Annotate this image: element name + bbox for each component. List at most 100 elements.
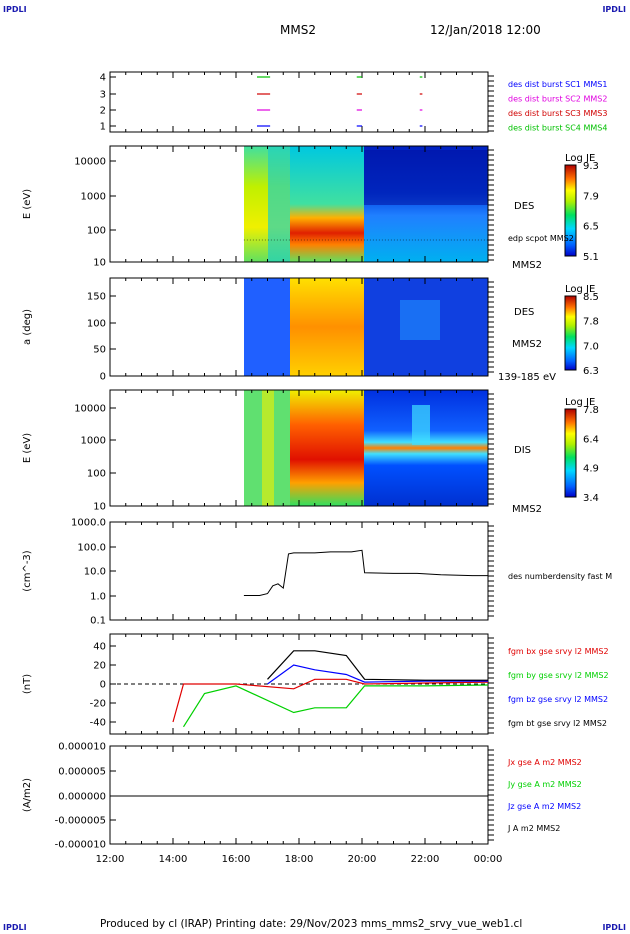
panel-frame <box>109 521 489 621</box>
availability-tick-label: 3 <box>100 90 106 101</box>
des-energy-instrument: DES <box>514 201 534 212</box>
availability-legend-4: des dist burst SC4 MMS4 <box>508 124 607 133</box>
des-pitch-ylabel: a (deg) <box>22 309 33 345</box>
current-density-tick-label: -0.000005 <box>55 816 106 827</box>
current-density-ylabel: (A/m2) <box>22 778 33 812</box>
des-pitch-colorbar-tick: 7.8 <box>583 317 599 328</box>
dis-energy-instrument: DIS <box>514 445 531 456</box>
magnetic-field-tick-label: 0 <box>100 680 106 691</box>
availability-tick-label: 2 <box>100 106 106 117</box>
des-pitch-energy-range: 139-185 eV <box>498 372 556 383</box>
x-tick-label: 18:00 <box>285 854 314 865</box>
des-energy-colorbar-title: Log JE <box>565 153 595 164</box>
magnetic-field-tick-label: -20 <box>90 699 106 710</box>
dis-energy-ylabel: E (eV) <box>22 433 33 463</box>
dis-energy-spectrogram <box>244 390 488 506</box>
availability-tick-label: 1 <box>100 122 106 133</box>
x-tick-label: 20:00 <box>348 854 377 865</box>
magnetic-field-tick-label: 20 <box>93 661 106 672</box>
dis-energy-tick-label: 1000 <box>81 436 106 447</box>
current-legend-1: Jx gse A m2 MMS2 <box>507 758 582 767</box>
current-density-tick-label: 0.000010 <box>58 742 106 753</box>
des-energy-spectrogram <box>244 146 488 262</box>
des-energy-probe: MMS2 <box>512 260 542 271</box>
dis-energy-colorbar-tick: 4.9 <box>583 464 599 475</box>
corner-mark-top-right: IPDLI <box>602 5 626 14</box>
current-density-tick-label: 0.000000 <box>58 792 106 803</box>
magnetic-field-tick-label: 40 <box>93 642 106 653</box>
des-pitch-instrument: DES <box>514 307 534 318</box>
magnetic-field-ylabel: (nT) <box>22 674 33 694</box>
corner-mark-bottom-left: IPDLI <box>3 923 27 932</box>
bfield-legend-3: fgm bz gse srvy l2 MMS2 <box>508 695 608 704</box>
bfield-line-2 <box>182 684 489 728</box>
des-energy-colorbar <box>564 164 577 257</box>
panel-frame <box>109 71 489 133</box>
des-pitch-tick-label: 50 <box>93 345 106 356</box>
dis-energy-tick-label: 10000 <box>74 404 106 415</box>
dis-energy-colorbar-tick: 3.4 <box>583 493 599 504</box>
des-energy-colorbar-tick: 6.5 <box>583 222 599 233</box>
des-pitch-colorbar-tick: 7.0 <box>583 341 599 352</box>
dis-energy-colorbar-tick: 7.8 <box>583 405 599 416</box>
plot-datetime: 12/Jan/2018 12:00 <box>430 23 541 37</box>
density-tick-label: 0.1 <box>90 616 106 627</box>
bfield-legend-4: fgm bt gse srvy l2 MMS2 <box>508 719 607 728</box>
mission-title: MMS2 <box>280 23 316 37</box>
x-tick-label: 22:00 <box>411 854 440 865</box>
des-energy-overlay-label: edp scpot MMS2 <box>508 234 574 243</box>
des-pitch-spectrogram <box>244 278 488 376</box>
des-pitch-probe: MMS2 <box>512 339 542 350</box>
des-energy-colorbar-tick: 7.9 <box>583 191 599 202</box>
bfield-legend-2: fgm by gse srvy l2 MMS2 <box>508 671 609 680</box>
bfield-line-1 <box>172 678 489 723</box>
dis-energy-colorbar-tick: 6.4 <box>583 434 599 445</box>
dis-energy-tick-label: 10 <box>93 502 106 513</box>
availability-legend-1: des dist burst SC1 MMS1 <box>508 80 607 89</box>
des-energy-tick-label: 1000 <box>81 192 106 203</box>
current-legend-2: Jy gse A m2 MMS2 <box>507 780 582 789</box>
des-pitch-colorbar-title: Log JE <box>565 284 595 295</box>
des-energy-tick-label: 100 <box>87 226 106 237</box>
dis-energy-colorbar <box>564 408 577 498</box>
current-legend-4: J A m2 MMS2 <box>507 824 560 833</box>
density-legend: des numberdensity fast M <box>508 572 612 581</box>
x-tick-label: 00:00 <box>474 854 503 865</box>
density-ylabel: (cm^-3) <box>22 550 33 591</box>
x-tick-label: 12:00 <box>96 854 125 865</box>
density-tick-label: 1.0 <box>90 592 106 603</box>
density-line <box>243 549 488 596</box>
magnetic-field-tick-label: -40 <box>90 718 106 729</box>
dis-energy-colorbar-title: Log JE <box>565 397 595 408</box>
des-energy-ylabel: E (eV) <box>22 189 33 219</box>
density-tick-label: 10.0 <box>84 567 106 578</box>
current-density-tick-label: -0.000010 <box>55 840 106 851</box>
des-energy-tick-label: 10 <box>93 258 106 269</box>
des-pitch-tick-label: 100 <box>87 319 106 330</box>
footer-credit: Produced by cl (IRAP) Printing date: 29/… <box>100 918 523 930</box>
des-energy-colorbar-tick: 9.3 <box>583 161 599 172</box>
des-energy-tick-label: 10000 <box>74 157 106 168</box>
des-pitch-colorbar-tick: 6.3 <box>583 366 599 377</box>
panel-frame <box>109 745 489 845</box>
des-pitch-tick-label: 150 <box>87 292 106 303</box>
bfield-legend-1: fgm bx gse srvy l2 MMS2 <box>508 647 609 656</box>
des-pitch-colorbar <box>564 295 577 371</box>
density-tick-label: 1000.0 <box>71 518 106 529</box>
corner-mark-bottom-right: IPDLI <box>602 923 626 932</box>
x-tick-label: 16:00 <box>222 854 251 865</box>
bfield-line-3 <box>267 664 488 685</box>
des-energy-colorbar-tick: 5.1 <box>583 252 599 263</box>
des-pitch-colorbar-tick: 8.5 <box>583 292 599 303</box>
availability-legend-3: des dist burst SC3 MMS3 <box>508 109 607 118</box>
bfield-line-4 <box>267 650 488 681</box>
availability-tick-label: 4 <box>100 73 106 84</box>
current-density-tick-label: 0.000005 <box>58 767 106 778</box>
dis-energy-probe: MMS2 <box>512 504 542 515</box>
availability-legend-2: des dist burst SC2 MMS2 <box>508 95 607 104</box>
x-tick-label: 14:00 <box>159 854 188 865</box>
current-legend-3: Jz gse A m2 MMS2 <box>507 802 581 811</box>
density-tick-label: 100.0 <box>77 543 106 554</box>
dis-energy-tick-label: 100 <box>87 469 106 480</box>
